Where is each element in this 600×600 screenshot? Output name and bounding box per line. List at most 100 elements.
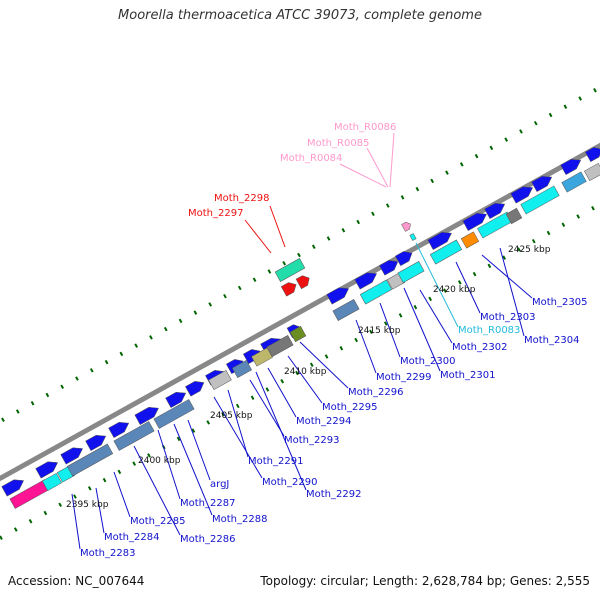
gene-label: Moth_2303 (480, 312, 535, 323)
leader-line (419, 289, 453, 344)
tick-mark (265, 387, 270, 392)
tick-mark (134, 343, 139, 348)
leader-line (355, 319, 377, 374)
tick-mark (487, 263, 492, 269)
tick-mark (45, 392, 50, 398)
tick-mark (267, 269, 272, 274)
gene-label: Moth_2284 (104, 532, 159, 543)
tick-mark (400, 195, 405, 200)
gene-box (266, 335, 294, 357)
tick-mark (149, 335, 153, 340)
tick-mark (576, 214, 581, 219)
leader-line (299, 341, 349, 389)
leader-line (213, 396, 263, 479)
tick-mark (385, 203, 390, 208)
tick-mark (445, 170, 449, 175)
gene-label: Moth_2302 (452, 342, 507, 353)
scale-label: 2405 kbp (210, 411, 253, 421)
tick-mark (371, 211, 375, 217)
gene-label: Moth_2298 (214, 193, 269, 204)
tick-mark (30, 401, 35, 406)
tick-mark (324, 354, 329, 359)
gene-box (208, 369, 232, 391)
tick-mark (398, 313, 403, 318)
leader-line (267, 367, 297, 418)
leader-line (499, 247, 525, 337)
tick-mark (548, 112, 553, 118)
tick-mark (60, 384, 65, 390)
gene-box (41, 472, 63, 492)
tick-mark (221, 411, 225, 417)
leader-line (269, 205, 286, 248)
tick-mark (176, 436, 181, 442)
gene-labels: Moth_2298 Moth_2297 Moth_R0086 Moth_R0085 Mo… (80, 122, 587, 559)
tick-mark (13, 527, 18, 532)
cds-arrow (379, 260, 399, 276)
cds-arrow (560, 158, 582, 176)
gene-label: Moth_2285 (130, 516, 185, 527)
tick-mark (87, 486, 92, 491)
gene-label: Moth_R0083 (458, 325, 520, 336)
genome-backbone (0, 142, 600, 482)
gene-label: Moth_2300 (400, 356, 455, 367)
cds-arrow (354, 272, 377, 290)
dotted-tick-rows (0, 88, 597, 540)
tick-mark (1, 417, 5, 422)
gene-label: argJ (210, 479, 229, 490)
leader-line (187, 419, 211, 481)
tick-mark (311, 244, 316, 249)
cds-arrow (462, 212, 487, 231)
tick-mark (43, 510, 48, 516)
leader-line (287, 355, 323, 404)
tick-mark (356, 219, 361, 225)
leader-line (133, 445, 181, 536)
gene-label: Moth_2288 (212, 514, 267, 525)
cds-arrow (165, 391, 187, 409)
tick-mark (0, 535, 3, 540)
rna-feature (401, 221, 411, 232)
tick-mark (235, 403, 240, 409)
gene-label: Moth_2305 (532, 297, 587, 308)
tick-mark (593, 88, 597, 93)
leader-line (389, 132, 395, 188)
tick-mark (517, 247, 521, 252)
tick-mark (117, 469, 122, 475)
tick-mark (369, 329, 373, 335)
tick-mark (147, 453, 151, 458)
cds-arrow (510, 186, 533, 204)
tick-mark (208, 302, 213, 307)
cds-arrow (531, 175, 553, 193)
leader-line (157, 429, 181, 500)
gene-box (460, 231, 480, 249)
tick-mark (459, 162, 464, 167)
tick-mark (591, 206, 595, 211)
tick-mark (531, 238, 536, 244)
tick-mark (250, 395, 255, 400)
tick-mark (546, 230, 551, 236)
cds-arrow (134, 406, 159, 425)
gene-label: Moth_2293 (284, 435, 339, 446)
cds-arrow (85, 434, 107, 452)
tick-mark (252, 277, 257, 282)
tick-mark (163, 326, 168, 332)
tick-mark (280, 378, 285, 384)
leader-line (249, 379, 285, 437)
cds-arrow (35, 461, 58, 479)
tick-mark (28, 519, 33, 524)
leader-line (95, 487, 105, 534)
accession-text: Accession: NC_007644 (8, 574, 145, 588)
gene-box (153, 399, 195, 429)
leader-line (455, 261, 481, 314)
tick-mark (75, 376, 79, 381)
gene-box (561, 171, 587, 193)
leader-line (379, 302, 401, 358)
gene-label: Moth_2295 (322, 402, 377, 413)
gene-box (231, 359, 253, 379)
gene-label: Moth_2294 (296, 416, 351, 427)
cds-arrow (280, 282, 297, 297)
leader-line (339, 163, 387, 188)
scale-label: 2400 kbp (138, 456, 181, 466)
gene-label: Moth_R0084 (280, 153, 342, 164)
label-leader-lines (71, 132, 533, 550)
